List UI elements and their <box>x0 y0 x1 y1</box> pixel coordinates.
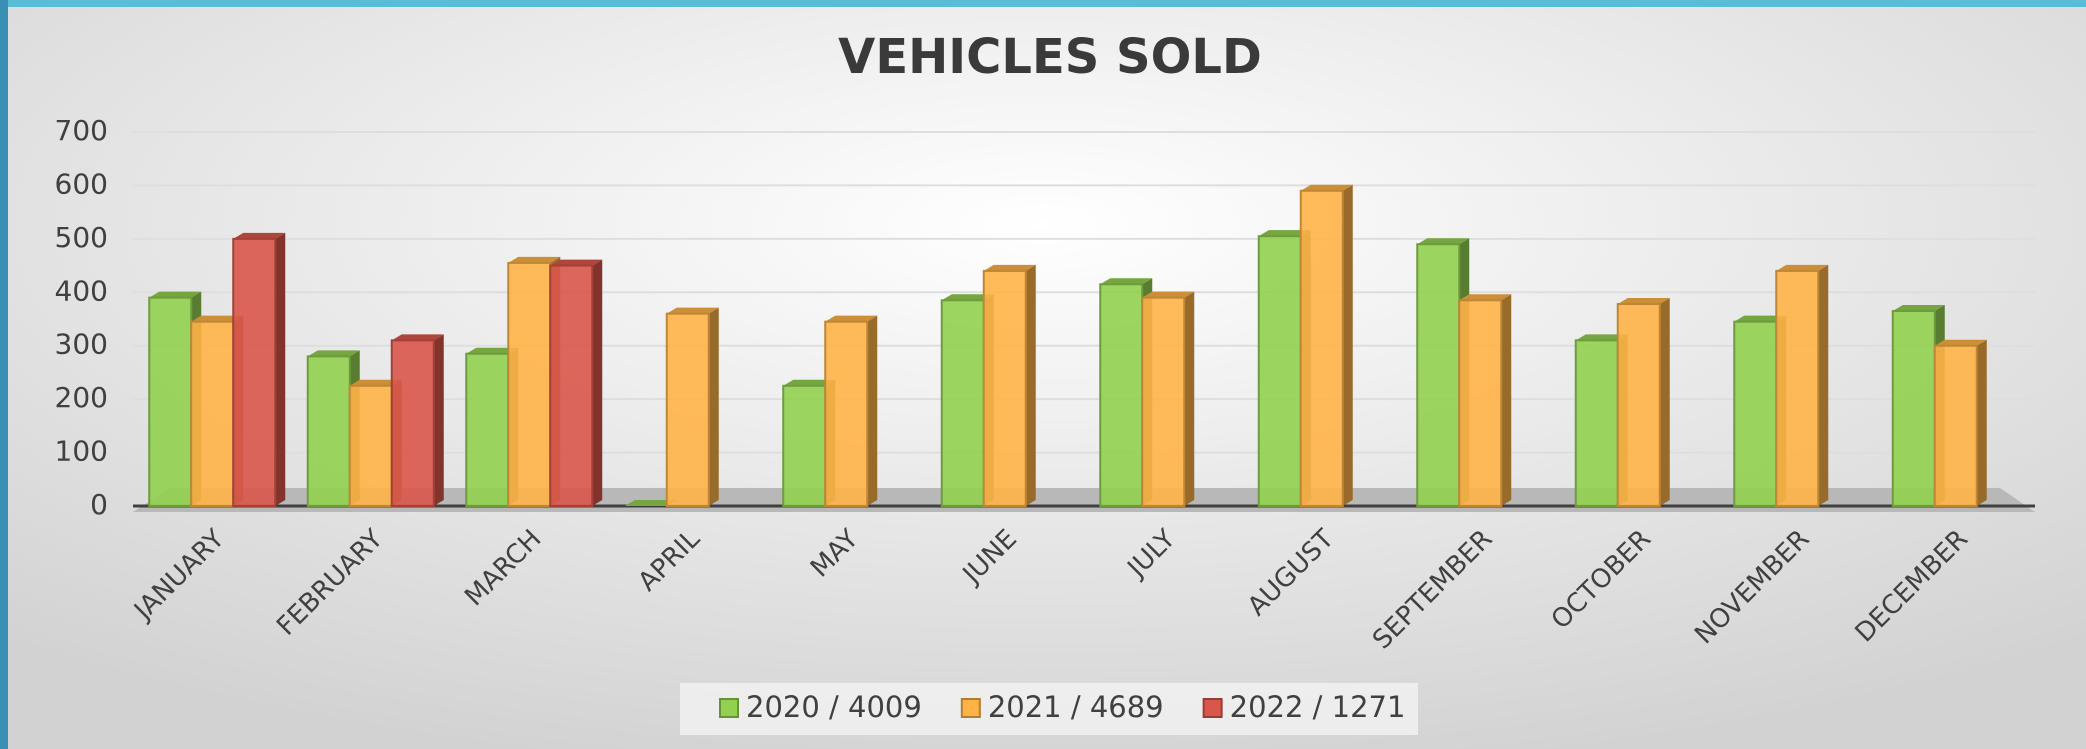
bar-top <box>624 500 677 506</box>
y-tick-label: 200 <box>55 381 108 414</box>
legend-label: 2022 / 1271 <box>1230 690 1406 724</box>
bar <box>507 261 552 507</box>
legend-swatch <box>1202 698 1223 718</box>
bar <box>1099 283 1144 507</box>
bar <box>148 296 193 507</box>
legend-label: 2021 / 4689 <box>988 690 1164 724</box>
bar-top <box>191 315 244 322</box>
bar-top <box>783 379 836 386</box>
bar <box>306 355 351 507</box>
bar <box>824 320 869 507</box>
top-border <box>0 0 2086 7</box>
bar-side <box>433 334 444 506</box>
y-tick-label: 300 <box>55 328 108 361</box>
bar-top <box>1575 334 1628 341</box>
bar-top <box>1734 315 1787 322</box>
legend-label: 2020 / 4009 <box>746 690 922 724</box>
bar-top <box>1617 298 1670 305</box>
bar <box>348 384 393 507</box>
bar <box>465 352 510 507</box>
bar-side <box>1659 298 1670 506</box>
bar-top <box>1459 294 1512 301</box>
bar-top <box>1417 238 1470 245</box>
bar-top <box>307 350 360 357</box>
bar-top <box>1892 304 1945 311</box>
bar-top <box>149 291 202 298</box>
bar <box>1299 189 1344 507</box>
bar-top <box>1776 264 1829 271</box>
bar <box>232 237 277 507</box>
y-tick-label: 100 <box>55 435 108 468</box>
bar-side <box>708 307 719 506</box>
bar <box>1775 269 1820 507</box>
bar-top <box>391 334 444 341</box>
bar-top <box>1934 339 1987 346</box>
bar <box>190 320 235 507</box>
bar-side <box>1025 264 1036 506</box>
y-tick-label: 600 <box>55 167 108 200</box>
bar-side <box>1184 291 1195 506</box>
legend-box <box>680 683 1418 735</box>
bar-top <box>983 264 1036 271</box>
bar-side <box>1976 339 1987 506</box>
bar-top <box>466 347 519 354</box>
bar-top <box>941 294 994 301</box>
bar-top <box>508 256 561 263</box>
bar-top <box>825 315 878 322</box>
bar-side <box>867 315 878 506</box>
bar-top <box>1100 278 1153 285</box>
y-tick-label: 500 <box>55 221 108 254</box>
bar-top <box>1300 184 1353 191</box>
bar-side <box>275 232 286 506</box>
bar-top <box>1258 230 1311 237</box>
bar <box>549 264 594 508</box>
bar <box>940 299 985 507</box>
bar-side <box>1501 294 1512 506</box>
bar <box>1257 235 1302 508</box>
bar <box>1141 296 1186 507</box>
legend-swatch <box>960 698 981 718</box>
y-tick-label: 0 <box>90 488 108 521</box>
bar <box>665 312 710 507</box>
bar <box>782 384 827 507</box>
bar-side <box>592 259 603 506</box>
chart-title: VEHICLES SOLD <box>838 29 1262 85</box>
bar <box>1933 344 1978 508</box>
bar <box>1891 309 1936 507</box>
left-border <box>0 0 8 749</box>
bar-top <box>233 232 286 239</box>
y-tick-label: 400 <box>55 274 108 307</box>
bar-side <box>1818 264 1829 506</box>
bar <box>1416 243 1461 507</box>
legend-swatch <box>719 698 739 718</box>
bar-top <box>1142 291 1195 298</box>
bar-top <box>349 379 402 386</box>
y-tick-label: 700 <box>55 114 108 147</box>
bar <box>1616 303 1661 508</box>
bar <box>1458 299 1503 507</box>
bar-side <box>1342 184 1353 506</box>
bar <box>982 269 1027 507</box>
bar-top <box>666 307 719 314</box>
bar <box>1733 320 1778 507</box>
bar <box>390 339 435 507</box>
bar <box>1574 339 1619 507</box>
bar-top <box>550 259 603 266</box>
